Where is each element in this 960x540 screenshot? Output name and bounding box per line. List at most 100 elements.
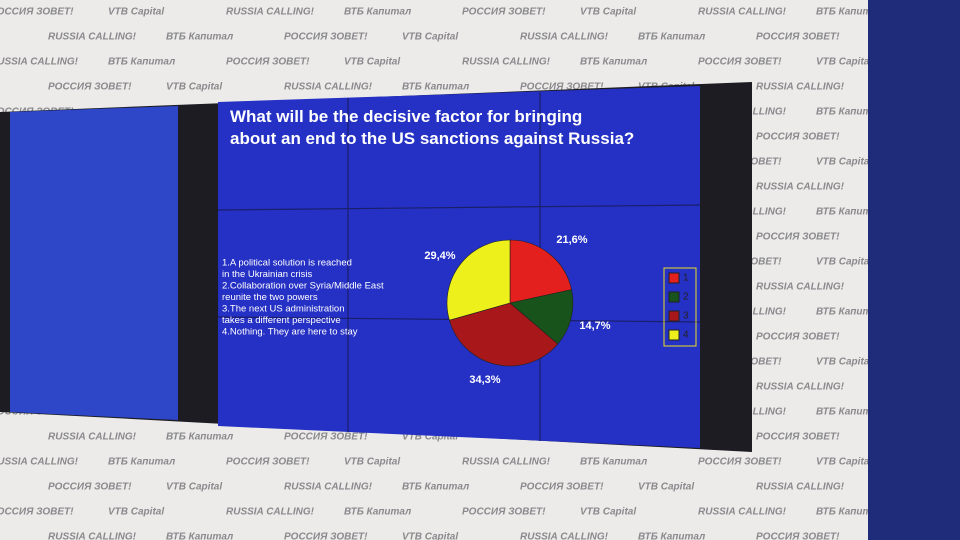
backdrop-logo: RUSSIA CALLING!: [756, 282, 845, 293]
backdrop-logo: VTB Capital: [402, 532, 458, 540]
value-label: 34,3%: [469, 374, 500, 386]
value-label: 14,7%: [579, 320, 610, 332]
backdrop-logo: RUSSIA CALLING!: [756, 182, 845, 193]
option-text: 2.Collaboration over Syria/Middle East: [222, 281, 384, 292]
backdrop-logo: ВТБ Капитал: [344, 7, 412, 18]
backdrop-logo: РОССИЯ ЗОВЕТ!: [284, 432, 368, 443]
backdrop-logo: VTB Capital: [816, 257, 872, 268]
backdrop-logo: RUSSIA CALLING!: [226, 507, 315, 518]
backdrop-logo: РОССИЯ ЗОВЕТ!: [756, 532, 840, 540]
backdrop-logo: ВТБ Капитал: [108, 57, 176, 68]
backdrop-logo: VTB Capital: [108, 507, 164, 518]
legend-label: 2: [683, 292, 689, 303]
backdrop-logo: RUSSIA CALLING!: [698, 7, 787, 18]
pie-slice: [446, 239, 511, 321]
value-label: 21,6%: [556, 234, 587, 246]
side-screen: [868, 0, 960, 540]
backdrop-logo: РОССИЯ ЗОВЕТ!: [756, 432, 840, 443]
backdrop-logo: VTB Capital: [402, 32, 458, 43]
backdrop-logo: ВТБ Капитал: [108, 457, 176, 468]
backdrop-logo: RUSSIA CALLING!: [48, 532, 137, 540]
backdrop-logo: RUSSIA CALLING!: [756, 482, 845, 493]
option-text: 3.The next US administration: [222, 304, 345, 315]
backdrop-logo: VTB Capital: [580, 507, 636, 518]
backdrop-logo: РОССИЯ ЗОВЕТ!: [462, 507, 546, 518]
pie-slice: [509, 289, 574, 345]
backdrop-logo: VTB Capital: [816, 157, 872, 168]
backdrop-logo: ВТБ Капитал: [638, 32, 706, 43]
backdrop-logo: RUSSIA CALLING!: [756, 382, 845, 393]
pie-slice: [449, 302, 559, 367]
backdrop-logo: ВТБ Капитал: [816, 407, 884, 418]
backdrop-logo: РОССИЯ ЗОВЕТ!: [520, 482, 604, 493]
backdrop-logo: ВТБ Капитал: [816, 507, 884, 518]
backdrop-logo: РОССИЯ ЗОВЕТ!: [698, 457, 782, 468]
backdrop-logo: VTB Capital: [402, 432, 458, 443]
backdrop-logo: ВТБ Капитал: [166, 432, 234, 443]
backdrop-logo: VTB Capital: [344, 57, 400, 68]
backdrop-logo: РОССИЯ ЗОВЕТ!: [48, 482, 132, 493]
backdrop-logo: RUSSIA CALLING!: [284, 482, 373, 493]
backdrop-logo: РОССИЯ ЗОВЕТ!: [284, 532, 368, 540]
backdrop-logo: ВТБ Капитал: [816, 107, 884, 118]
backdrop-logo: РОССИЯ ЗОВЕТ!: [48, 82, 132, 93]
backdrop-logo: ВТБ Капитал: [402, 82, 470, 93]
legend-swatch: [668, 272, 680, 284]
backdrop-logo: РОССИЯ ЗОВЕТ!: [0, 7, 74, 18]
backdrop-logo: РОССИЯ ЗОВЕТ!: [284, 32, 368, 43]
backdrop-logo: РОССИЯ ЗОВЕТ!: [756, 232, 840, 243]
seam: [217, 204, 701, 211]
backdrop-logo: RUSSIA CALLING!: [462, 457, 551, 468]
pie-slice: [509, 239, 572, 304]
backdrop-logo: ВТБ Капитал: [344, 507, 412, 518]
backdrop-logo: VTB Capital: [816, 57, 872, 68]
backdrop-logo: RUSSIA CALLING!: [0, 57, 79, 68]
backdrop-logo: VTB Capital: [816, 457, 872, 468]
backdrop-logo: ВТБ Капитал: [816, 307, 884, 318]
chart-title: What will be the decisive factor for bri…: [230, 107, 634, 148]
backdrop-logo: VTB Capital: [580, 7, 636, 18]
backdrop-logo: RUSSIA CALLING!: [520, 32, 609, 43]
backdrop-logo: ВТБ Капитал: [580, 457, 648, 468]
backdrop-logo: РОССИЯ ЗОВЕТ!: [520, 82, 604, 93]
legend-label: 3: [683, 311, 689, 322]
backdrop-logo: VTB Capital: [166, 482, 222, 493]
backdrop-logo: RUSSIA CALLING!: [48, 32, 137, 43]
backdrop-logo: RUSSIA CALLING!: [284, 82, 373, 93]
backdrop-logo: ВТБ Капитал: [580, 57, 648, 68]
backdrop-logo: ВТБ Капитал: [816, 7, 884, 18]
backdrop-logo: RUSSIA CALLING!: [226, 7, 315, 18]
option-text: reunite the two powers: [222, 292, 318, 303]
backdrop-logo: RUSSIA CALLING!: [48, 432, 137, 443]
option-text: 1.A political solution is reached: [222, 258, 352, 269]
backdrop-logo: ВТБ Капитал: [166, 32, 234, 43]
backdrop-logo: VTB Capital: [816, 357, 872, 368]
backdrop-logo: РОССИЯ ЗОВЕТ!: [0, 507, 74, 518]
legend-swatch: [668, 291, 680, 303]
backdrop-logo: VTB Capital: [166, 82, 222, 93]
backdrop-logo: RUSSIA CALLING!: [462, 57, 551, 68]
backdrop-logo: RUSSIA CALLING!: [0, 457, 79, 468]
backdrop-logo: РОССИЯ ЗОВЕТ!: [756, 332, 840, 343]
backdrop-logo: ВТБ Капитал: [638, 532, 706, 540]
backdrop-logo: ВТБ Капитал: [166, 532, 234, 540]
backdrop-logo: RUSSIA CALLING!: [698, 507, 787, 518]
backdrop-logo: ВТБ Капитал: [816, 207, 884, 218]
backdrop-logo: РОССИЯ ЗОВЕТ!: [226, 57, 310, 68]
backdrop-logo: RUSSIA CALLING!: [520, 532, 609, 540]
backdrop-logo: RUSSIA CALLING!: [756, 82, 845, 93]
backdrop-logo: VTB Capital: [638, 482, 694, 493]
backdrop-logo: РОССИЯ ЗОВЕТ!: [698, 57, 782, 68]
legend-label: 1: [683, 273, 689, 284]
backdrop-logo: РОССИЯ ЗОВЕТ!: [756, 32, 840, 43]
backdrop-logo: ВТБ Капитал: [402, 482, 470, 493]
map-panel: [10, 106, 178, 420]
backdrop-logo: РОССИЯ ЗОВЕТ!: [756, 132, 840, 143]
value-label: 29,4%: [424, 250, 455, 262]
backdrop-logo: РОССИЯ ЗОВЕТ!: [226, 457, 310, 468]
legend-box: [663, 267, 697, 347]
option-text: takes a different perspective: [222, 315, 341, 326]
backdrop-logo: VTB Capital: [108, 7, 164, 18]
